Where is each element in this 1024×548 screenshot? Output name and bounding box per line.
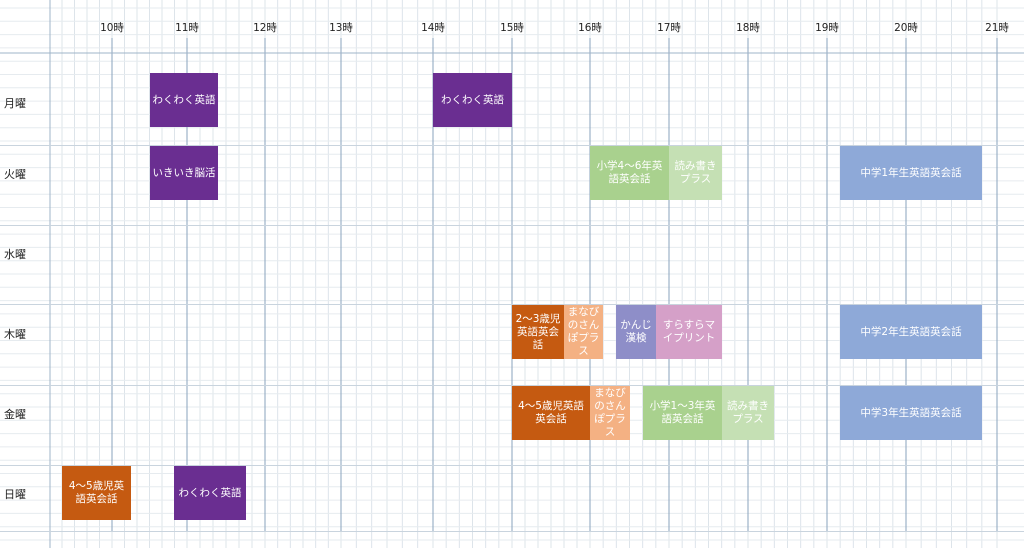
hour-tick-label: 20時 (894, 22, 918, 34)
hour-tick-label: 14時 (421, 22, 445, 34)
day-row-label: 木曜 (4, 328, 26, 341)
hour-tick-label: 11時 (175, 22, 199, 34)
day-row-label: 日曜 (4, 488, 26, 501)
hour-tick-label: 21時 (985, 22, 1009, 34)
class-block[interactable]: 中学2年生英語英会話 (840, 305, 982, 359)
class-block[interactable]: 4〜5歳児英語英会話 (512, 386, 590, 440)
class-block[interactable]: 小学1〜3年英語英会話 (643, 386, 722, 440)
hour-tick-label: 19時 (815, 22, 839, 34)
hour-tick-label: 10時 (100, 22, 124, 34)
day-row-label: 金曜 (4, 408, 26, 421)
class-block[interactable]: 小学4〜6年英語英会話 (590, 146, 669, 200)
hour-tick-label: 13時 (329, 22, 353, 34)
class-block[interactable]: 2〜3歳児英語英会話 (512, 305, 564, 359)
class-block[interactable]: 4〜5歳児英語英会話 (62, 466, 131, 520)
day-row-label: 月曜 (4, 97, 26, 110)
class-block[interactable]: まなびのさんぽプラス (564, 305, 603, 359)
class-block[interactable]: わくわく英語 (433, 73, 512, 127)
class-block[interactable]: 読み書きプラス (722, 386, 774, 440)
hour-tick-label: 17時 (657, 22, 681, 34)
hour-tick-label: 18時 (736, 22, 760, 34)
class-block[interactable]: わくわく英語 (150, 73, 218, 127)
class-block[interactable]: 中学3年生英語英会話 (840, 386, 982, 440)
class-block[interactable]: すらすらマイプリント (656, 305, 722, 359)
class-block[interactable]: いきいき脳活 (150, 146, 218, 200)
class-block[interactable]: かんじ漢検 (616, 305, 656, 359)
class-block[interactable]: わくわく英語 (174, 466, 246, 520)
class-block[interactable]: まなびのさんぽプラス (590, 386, 630, 440)
class-block[interactable]: 中学1年生英語英会話 (840, 146, 982, 200)
hour-tick-label: 16時 (578, 22, 602, 34)
hour-tick-label: 12時 (253, 22, 277, 34)
day-row-label: 水曜 (4, 248, 26, 261)
hour-tick-label: 15時 (500, 22, 524, 34)
day-row-label: 火曜 (4, 168, 26, 181)
class-block[interactable]: 読み書きプラス (669, 146, 722, 200)
